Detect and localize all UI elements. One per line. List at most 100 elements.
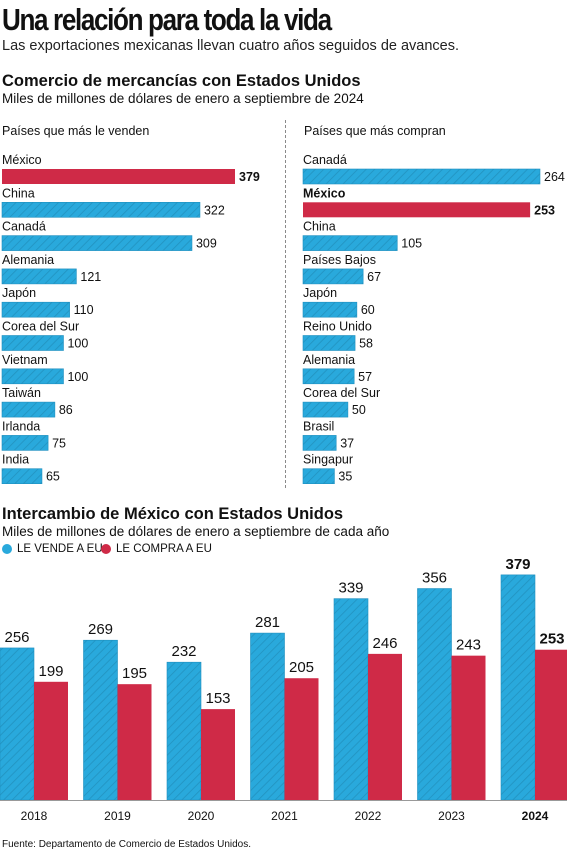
year-label: 2021 — [271, 809, 298, 823]
bar-value: 110 — [74, 303, 94, 317]
bar — [302, 268, 364, 285]
value-buys: 246 — [372, 635, 397, 652]
value-sells: 256 — [4, 629, 29, 646]
bar-label: México — [303, 186, 346, 200]
sellers-bar-chart: México 379 China 322 Canadá 309 Alemania 121 Jap… — [1, 153, 260, 485]
year-label: 2022 — [355, 809, 382, 823]
year-label: 2020 — [188, 809, 215, 823]
bar-sells — [166, 661, 202, 801]
value-sells: 379 — [505, 556, 530, 573]
value-buys: 153 — [205, 690, 230, 707]
bar — [302, 168, 541, 185]
bar — [1, 468, 43, 485]
bar-buys — [368, 653, 402, 800]
bar-label: Alemania — [303, 353, 355, 367]
section1-subtitle: Miles de millones de dólares de enero a … — [2, 91, 364, 106]
bar — [302, 468, 335, 485]
bar — [1, 435, 49, 451]
bar-sells — [0, 647, 35, 801]
subheadline: Las exportaciones mexicanas llevan cuatr… — [2, 38, 460, 54]
column-divider — [285, 120, 286, 488]
bar-label: Japón — [303, 286, 337, 300]
value-buys: 253 — [539, 631, 564, 648]
bar-label: China — [2, 186, 35, 200]
bar — [1, 235, 193, 251]
value-sells: 269 — [88, 621, 113, 638]
bar-value: 58 — [359, 337, 373, 351]
value-buys: 199 — [38, 663, 63, 680]
bar — [302, 435, 337, 451]
bar — [302, 335, 356, 351]
bar-label: Canadá — [2, 220, 46, 234]
legend-sells-swatch — [2, 544, 12, 554]
bar — [1, 201, 201, 218]
trade-history-chart: 256 199 2018 269 195 2019 232 153 2020 281 205 2021… — [0, 556, 567, 823]
bar-value: 86 — [59, 403, 73, 417]
bar-label: China — [303, 220, 336, 234]
headline: Una relación para toda la vida — [2, 2, 332, 37]
bar-label: Singapur — [303, 453, 353, 467]
bar — [303, 202, 531, 218]
bar-buys — [451, 655, 486, 800]
year-label: 2019 — [104, 809, 131, 823]
bar-sells — [417, 588, 452, 801]
bar-value: 253 — [534, 203, 555, 217]
bar-value: 100 — [67, 337, 88, 351]
bar-sells — [333, 598, 369, 801]
legend-buys-swatch — [101, 544, 111, 554]
bar-label: Corea del Sur — [2, 320, 79, 334]
bar-value: 37 — [340, 436, 354, 450]
bar-value: 65 — [46, 470, 60, 484]
bar — [2, 169, 235, 184]
bar — [1, 368, 64, 385]
bar-label: Vietnam — [2, 353, 48, 367]
value-buys: 205 — [289, 659, 314, 676]
bar-label: India — [2, 453, 29, 467]
right-column-heading: Países que más compran — [304, 124, 446, 138]
bar-value: 50 — [352, 403, 366, 417]
bar-label: Taiwán — [2, 386, 41, 400]
bar-label: Japón — [2, 286, 36, 300]
bar-sells — [250, 632, 285, 801]
value-buys: 243 — [456, 637, 481, 654]
bar-value: 105 — [401, 237, 422, 251]
bar-label: Irlanda — [2, 419, 40, 433]
bar-value: 75 — [52, 436, 66, 450]
bar-value: 121 — [80, 270, 101, 284]
legend-sells-label: LE VENDE A EU — [17, 543, 103, 555]
bar-sells — [83, 639, 118, 801]
bar-value: 60 — [361, 303, 375, 317]
bar-value: 67 — [367, 270, 381, 284]
value-sells: 356 — [422, 570, 447, 587]
bar-value: 309 — [196, 237, 217, 251]
bar-value: 264 — [544, 170, 565, 184]
bar-buys — [117, 684, 152, 800]
bar — [1, 401, 56, 418]
bar-label: México — [2, 153, 42, 167]
value-sells: 281 — [255, 614, 280, 631]
bar-buys — [284, 678, 319, 800]
value-sells: 232 — [171, 643, 196, 660]
source-note: Fuente: Departamento de Comercio de Esta… — [2, 839, 252, 850]
bar — [302, 401, 349, 418]
bar-sells — [500, 574, 536, 801]
bar-value: 379 — [239, 170, 260, 184]
buyers-bar-chart: Canadá 264 México 253 China 105 Países Bajos 67… — [302, 153, 565, 485]
bar-label: Alemania — [2, 253, 54, 267]
legend-buys-label: LE COMPRA A EU — [116, 543, 212, 555]
bar-label: Reino Unido — [303, 320, 372, 334]
left-column-heading: Países que más le venden — [2, 124, 150, 138]
bar-value: 57 — [358, 370, 372, 384]
section2-subtitle: Miles de millones de dólares de enero a … — [2, 524, 390, 539]
legend-sells: LE VENDE A EU — [2, 543, 103, 555]
bar-buys — [201, 709, 235, 800]
bar — [1, 268, 77, 285]
bar-value: 100 — [67, 370, 88, 384]
bar — [302, 301, 358, 318]
section1-title: Comercio de mercancías con Estados Unido… — [2, 72, 361, 90]
value-sells: 339 — [338, 580, 363, 597]
bar-label: Países Bajos — [303, 253, 376, 267]
bar — [1, 335, 64, 351]
bar-value: 322 — [204, 203, 225, 217]
bar-label: Canadá — [303, 153, 347, 167]
